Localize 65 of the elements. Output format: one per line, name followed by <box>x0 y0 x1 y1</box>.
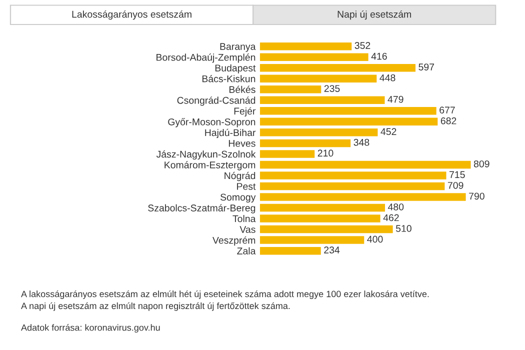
data-label: 210 <box>318 150 334 157</box>
y-tick-label: Békés <box>229 86 256 93</box>
bar <box>260 74 377 82</box>
text: Adatok forrása: koronavirus.gov.hu <box>21 324 160 333</box>
bar <box>260 172 446 180</box>
bar <box>260 53 368 61</box>
y-tick-label: Bács-Kiskun <box>202 74 256 82</box>
data-label: 400 <box>367 236 383 243</box>
y-tick-label: Pest <box>237 183 256 190</box>
text: A lakosságarányos esetszám az elmúlt hét új eseteinek száma adott megye 100 ezer lakosára vetítve. <box>21 290 429 299</box>
data-label: 348 <box>354 138 370 146</box>
bar <box>260 150 315 158</box>
bar <box>260 236 364 244</box>
bar <box>260 204 385 212</box>
data-label: 510 <box>396 225 412 232</box>
text: Lakosságarányos esetszám <box>72 10 192 20</box>
y-tick-label: Nógrád <box>224 172 256 182</box>
data-label: 597 <box>418 64 434 70</box>
y-tick-label: Vas <box>240 226 256 233</box>
y-tick-label: Szabolcs-Szatmár-Bereg <box>148 204 256 214</box>
data-label: 235 <box>324 85 340 92</box>
data-label: 480 <box>388 203 404 210</box>
bar <box>260 64 416 72</box>
y-tick-label: Heves <box>228 140 256 147</box>
data-label: 790 <box>469 192 484 200</box>
y-tick-label: Tolna <box>232 215 256 222</box>
data-label: 352 <box>354 42 370 49</box>
data-label: 809 <box>474 160 490 168</box>
y-tick-label: Budapest <box>215 64 256 74</box>
bar <box>260 86 322 94</box>
y-tick-label: Komárom-Esztergom <box>164 161 256 170</box>
y-tick-label: Zala <box>237 247 256 254</box>
bar <box>260 107 436 115</box>
y-tick-label: Győr-Moson-Sopron <box>168 118 256 128</box>
data-label: 682 <box>440 117 456 124</box>
bar <box>260 160 471 169</box>
bar <box>260 225 393 234</box>
bar <box>260 246 321 255</box>
data-label: 479 <box>388 96 404 103</box>
y-tick-label: Somogy <box>220 194 256 203</box>
bar <box>260 193 466 201</box>
data-label: 452 <box>380 128 396 136</box>
bar <box>260 182 445 190</box>
data-label: 677 <box>440 106 455 114</box>
y-tick-label: Csongrád-Csanád <box>177 96 256 106</box>
data-label: 234 <box>324 246 340 254</box>
bar <box>260 96 385 104</box>
y-tick-label: Fejér <box>234 107 256 117</box>
y-tick-label: Borsod-Abaúj-Zemplén <box>156 54 256 63</box>
text: A napi új esetszám az elmúlt napon regisztrált új fertőzöttek száma. <box>21 302 290 311</box>
bar <box>260 139 351 148</box>
bar <box>260 42 352 50</box>
bar <box>260 128 378 136</box>
bar <box>260 214 380 222</box>
y-tick-label: Baranya <box>220 43 256 52</box>
y-tick-label: Veszprém <box>212 236 256 246</box>
data-label: 715 <box>450 171 465 178</box>
data-label: 448 <box>380 74 396 82</box>
y-tick-label: Hajdú-Bihar <box>205 128 256 138</box>
bar <box>260 118 438 126</box>
text: Napi új esetszám <box>338 10 411 20</box>
y-tick-label: Jász-Nagykun-Szolnok <box>156 150 256 160</box>
data-label: 709 <box>448 182 464 189</box>
data-label: 416 <box>371 52 387 60</box>
data-label: 462 <box>383 214 399 222</box>
